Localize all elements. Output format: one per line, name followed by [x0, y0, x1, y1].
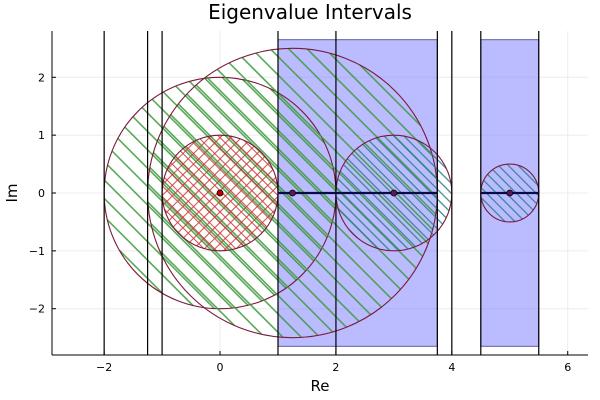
hatch-line: [196, 169, 274, 247]
hatch-line: [117, 137, 276, 296]
hatch-line: [195, 84, 402, 290]
hatch-line: [517, 164, 538, 186]
hatch-line: [188, 80, 333, 225]
hatch-line: [337, 208, 379, 250]
hatch-line: [106, 219, 194, 307]
eigenvalue-point: [506, 189, 514, 197]
y-axis-label: Im: [3, 183, 21, 202]
hatch-line: [159, 250, 236, 327]
y-tick-label: −1: [29, 245, 45, 258]
hatch-line: [242, 78, 335, 171]
hatch-line: [192, 141, 272, 221]
hatch-line: [177, 103, 383, 308]
x-tick-label: 2: [332, 361, 339, 374]
hatch-line: [212, 185, 278, 251]
hatch-line: [483, 179, 523, 220]
hatch-line: [132, 116, 297, 281]
hatch-line: [255, 52, 434, 231]
hatch-line: [342, 164, 423, 244]
hatch-line: [175, 85, 328, 238]
tick-labels: −2 0 2 4 6 −2 −1 0 1 2: [29, 71, 571, 374]
hatch-line: [241, 56, 429, 245]
axes: [51, 31, 588, 356]
hatch-line: [359, 64, 422, 127]
chart-title: Eigenvalue Intervals: [208, 0, 412, 24]
hatch-line: [162, 135, 212, 185]
hatch-line: [392, 134, 453, 195]
hatch-line: [368, 140, 447, 219]
hatch-line: [356, 147, 439, 231]
y-tick-label: −2: [29, 303, 45, 316]
hatch-line: [118, 249, 164, 295]
x-tick-label: 6: [564, 361, 571, 374]
eigenvalue-point: [289, 189, 296, 197]
hatch-line: [162, 185, 228, 251]
x-tick-label: 0: [217, 361, 224, 374]
hatch-line: [236, 208, 276, 249]
hatch-line: [174, 156, 258, 239]
hatch-line: [111, 150, 263, 302]
hatch-line: [147, 183, 303, 339]
hatch-line: [172, 145, 255, 228]
hatch-line: [221, 76, 337, 192]
hatch-line: [104, 180, 233, 309]
hatch-line: [269, 88, 325, 144]
hatch-line: [228, 135, 278, 185]
hatch-line: [346, 158, 429, 241]
hatch-line: [337, 178, 409, 250]
hatch-line: [362, 143, 444, 225]
hatch-line: [164, 208, 205, 249]
eigenvalue-point: [390, 189, 398, 197]
y-tick-label: 2: [38, 71, 45, 84]
hatch-line: [335, 196, 391, 252]
hatch-line: [207, 135, 278, 206]
hatch-line: [162, 135, 233, 206]
y-tick-label: 1: [38, 129, 45, 142]
hatch-line: [103, 197, 216, 310]
hatch-line: [216, 68, 417, 269]
hatch-line: [149, 166, 319, 337]
y-tick-label: 0: [38, 187, 45, 200]
hatch-line: [480, 197, 506, 223]
hatch-line: [204, 77, 336, 209]
gershgorin-disc: [103, 76, 337, 310]
hatch-line: [165, 138, 241, 214]
hatch-line: [185, 145, 268, 228]
hatch-line: [161, 134, 223, 196]
hatch-line: [163, 176, 237, 250]
x-tick-label: −2: [96, 361, 112, 374]
gershgorin-disc: [335, 134, 453, 252]
eigenvalue-points: [216, 189, 514, 197]
hatch-line: [223, 196, 279, 252]
hatch-line: [186, 93, 392, 300]
hatch-line: [335, 186, 401, 252]
hatch-line: [492, 169, 534, 211]
hatch-line: [168, 141, 248, 221]
hatch-line: [150, 223, 263, 336]
hatch-line: [417, 140, 447, 170]
hatch-line: [189, 162, 270, 243]
hatch-line: [339, 170, 417, 248]
x-tick-label: 4: [448, 361, 455, 374]
hatch-line: [498, 165, 538, 205]
hatch-line: [107, 164, 249, 306]
hatch-line: [166, 139, 197, 170]
hatch-line: [203, 176, 277, 250]
hatch-line: [270, 49, 437, 215]
hatch-line: [383, 135, 452, 204]
hatch-line: [170, 162, 251, 243]
hatch-line: [287, 47, 438, 198]
eigenvalue-point: [216, 189, 224, 197]
hatch-line: [403, 135, 452, 184]
hatch-line: [228, 62, 424, 257]
hatch-line: [506, 163, 540, 197]
x-axis-label: Re: [311, 377, 330, 395]
hatch-line: [161, 196, 217, 252]
hatch-line: [147, 201, 284, 339]
hatch-line: [199, 138, 275, 214]
hatch-line: [183, 156, 266, 239]
hatch-line: [151, 98, 315, 262]
